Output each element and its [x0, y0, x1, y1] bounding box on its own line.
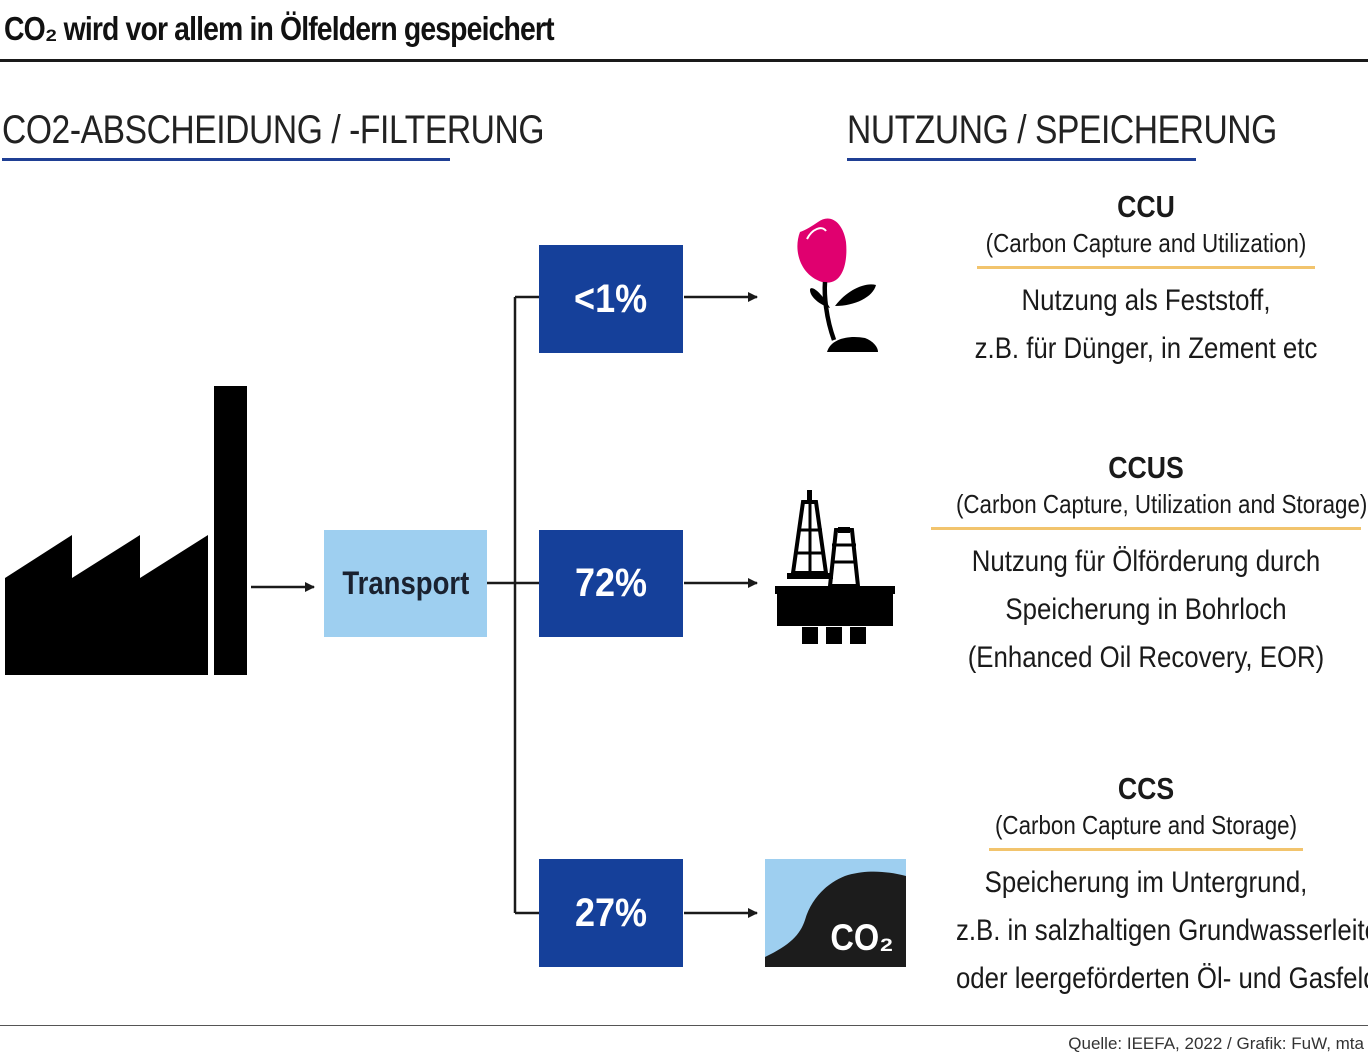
transport-label: Transport [342, 565, 469, 601]
transport-box: Transport [324, 530, 487, 637]
info-fullname: (Carbon Capture and Utilization) [985, 228, 1307, 258]
info-desc-line: z.B. in salzhaltigen Grundwasserleitern [955, 914, 1368, 947]
title-divider [0, 59, 1368, 62]
info-desc-line: Nutzung für Ölförderung durch [971, 545, 1321, 578]
percent-value: 72% [574, 561, 648, 605]
flower-icon [797, 218, 878, 352]
percent-box-ccs: 27% [539, 859, 683, 967]
section-right-title: NUTZUNG / SPEICHERUNG [847, 108, 1277, 152]
page-title: CO₂ wird vor allem in Ölfeldern gespeich… [4, 10, 555, 47]
info-desc-line: (Enhanced Oil Recovery, EOR) [967, 641, 1325, 674]
percent-value: 27% [574, 890, 648, 935]
footer-divider [0, 1025, 1368, 1026]
info-fullname: (Carbon Capture, Utilization and Storage… [955, 489, 1368, 519]
info-abbr: CCS [1117, 771, 1175, 806]
info-desc-line: Nutzung als Feststoff, [1021, 284, 1271, 317]
info-desc-line: oder leergeförderten Öl- und Gasfeldern [955, 962, 1368, 995]
section-left-underline [2, 158, 450, 161]
underground-co2-icon: CO₂ [765, 859, 906, 967]
branch-connectors [487, 295, 539, 915]
info-abbr: CCU [1117, 189, 1175, 224]
info-divider [931, 527, 1361, 530]
info-fullname: (Carbon Capture and Storage) [994, 810, 1298, 840]
source-credit: Quelle: IEEFA, 2022 / Grafik: FuW, mta [1068, 1034, 1364, 1053]
info-ccs: CCS (Carbon Capture and Storage) Speiche… [925, 770, 1368, 1003]
percent-box-ccu: <1% [539, 245, 683, 353]
info-divider [989, 848, 1303, 851]
info-ccus: CCUS (Carbon Capture, Utilization and St… [925, 449, 1367, 682]
percent-box-ccus: 72% [539, 530, 683, 637]
info-abbr: CCUS [1108, 450, 1184, 485]
factory-icon [5, 386, 247, 675]
section-right-underline [847, 158, 1196, 161]
info-divider [977, 266, 1315, 269]
section-left-title: CO2-ABSCHEIDUNG / -FILTERUNG [2, 108, 545, 152]
info-ccu: CCU (Carbon Capture and Utilization) Nut… [925, 188, 1367, 373]
info-desc-line: Speicherung im Untergrund, [984, 866, 1308, 899]
info-desc-line: z.B. für Dünger, in Zement etc [974, 332, 1318, 365]
info-desc-line: Speicherung in Bohrloch [1005, 593, 1287, 626]
co2-label: CO₂ [830, 917, 893, 958]
percent-value: <1% [574, 276, 648, 321]
oil-rig-icon [775, 490, 895, 644]
